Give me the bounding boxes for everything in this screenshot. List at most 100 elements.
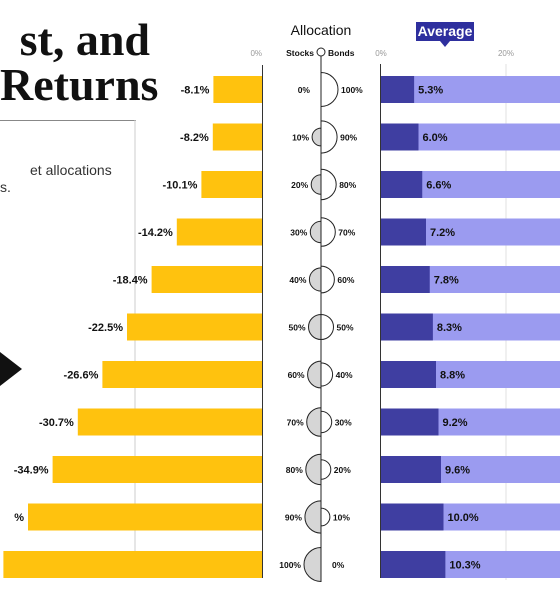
avg-bar bbox=[381, 361, 436, 388]
worst-value-label: -8.1% bbox=[181, 85, 210, 97]
bonds-half-circle bbox=[320, 459, 332, 480]
bonds-percent-label: 70% bbox=[338, 228, 355, 238]
worst-bar bbox=[52, 456, 262, 483]
worst-bar bbox=[151, 266, 262, 293]
stocks-percent-label: 30% bbox=[290, 228, 307, 238]
worst-value-label: -22.5% bbox=[88, 322, 123, 334]
bonds-percent-label: 20% bbox=[334, 465, 351, 475]
bonds-half-circle bbox=[320, 217, 336, 247]
bonds-half-circle bbox=[320, 120, 338, 154]
avg-bar bbox=[381, 313, 433, 341]
avg-bar bbox=[381, 408, 439, 436]
avg-value-label: 6.6% bbox=[426, 180, 451, 192]
worst-value-label: -30.7% bbox=[39, 417, 74, 429]
stocks-label: Stocks bbox=[286, 48, 314, 58]
allocation-title: Allocation bbox=[290, 22, 352, 38]
stocks-percent-label: 20% bbox=[291, 180, 308, 190]
bonds-percent-label: 40% bbox=[336, 370, 353, 380]
worst-bar bbox=[213, 76, 262, 103]
avg-bar bbox=[381, 266, 430, 293]
avg-value-label: 7.2% bbox=[430, 227, 455, 239]
title-divider bbox=[0, 120, 136, 121]
legend-circle-icon bbox=[316, 47, 326, 57]
stocks-percent-label: 50% bbox=[288, 323, 305, 333]
worst-value-label: -18.4% bbox=[113, 275, 148, 287]
stocks-half-circle bbox=[311, 127, 322, 147]
stocks-percent-label: 90% bbox=[285, 513, 302, 523]
bonds-half-circle bbox=[320, 71, 339, 108]
bonds-percent-label: 80% bbox=[339, 180, 356, 190]
worst-value-label: -8.2% bbox=[180, 132, 209, 144]
avg-bar bbox=[381, 218, 426, 246]
subtitle-line-2: s. bbox=[0, 179, 11, 195]
avg-value-label: 9.2% bbox=[443, 417, 468, 429]
avg-bar bbox=[381, 503, 444, 531]
stocks-half-circle bbox=[306, 407, 322, 437]
avg-bar bbox=[381, 171, 423, 198]
bonds-percent-label: 90% bbox=[340, 133, 357, 143]
stocks-percent-label: 10% bbox=[292, 133, 309, 143]
avg-value-label: 8.8% bbox=[440, 370, 465, 382]
avg-value-label: 10.0% bbox=[448, 512, 479, 524]
worst-bar bbox=[212, 123, 262, 151]
avg-value-label: 10.3% bbox=[449, 560, 480, 572]
stocks-percent-label: 100% bbox=[279, 560, 301, 570]
bonds-percent-label: 50% bbox=[337, 323, 354, 333]
bonds-half-circle bbox=[320, 168, 337, 201]
worst-bar bbox=[77, 408, 262, 436]
stocks-half-circle bbox=[310, 174, 322, 195]
bonds-half-circle bbox=[320, 313, 334, 341]
stocks-percent-label: 40% bbox=[289, 275, 306, 285]
worst-bar bbox=[28, 503, 262, 531]
worst-bar bbox=[176, 218, 262, 246]
avg-value-label: 7.8% bbox=[434, 275, 459, 287]
bonds-percent-label: 10% bbox=[333, 513, 350, 523]
stocks-half-circle bbox=[309, 220, 322, 244]
avg-bar bbox=[381, 551, 446, 578]
avg-bar bbox=[381, 456, 441, 483]
stocks-half-circle bbox=[305, 453, 322, 486]
avg-value-label: 8.3% bbox=[437, 322, 462, 334]
avg-value-label: 6.0% bbox=[423, 132, 448, 144]
avg-tick-label: 20% bbox=[498, 49, 514, 58]
worst-value-label: % bbox=[14, 512, 24, 524]
worst-value-label: -10.1% bbox=[163, 180, 198, 192]
stocks-half-circle bbox=[304, 500, 322, 534]
bonds-half-circle bbox=[320, 410, 333, 434]
stocks-half-circle bbox=[307, 360, 322, 389]
page-title-line-2: Returns bbox=[0, 59, 159, 110]
bonds-label: Bonds bbox=[328, 48, 355, 58]
stocks-percent-label: 60% bbox=[288, 370, 305, 380]
stocks-half-circle bbox=[308, 267, 322, 292]
avg-value-label: 9.6% bbox=[445, 465, 470, 477]
worst-value-label: -14.2% bbox=[138, 227, 173, 239]
avg-tick-label: 0% bbox=[375, 49, 387, 58]
bonds-percent-label: 100% bbox=[341, 85, 363, 95]
worst-value-label: -26.6% bbox=[64, 370, 99, 382]
bonds-half-circle bbox=[320, 265, 335, 294]
avg-bar bbox=[381, 76, 415, 103]
subtitle-line-1: et allocations bbox=[30, 162, 112, 178]
stocks-percent-label: 0% bbox=[298, 85, 311, 95]
worst-bar bbox=[3, 551, 263, 578]
stocks-half-circle bbox=[303, 546, 322, 583]
worst-bar bbox=[102, 361, 263, 388]
average-badge: Average bbox=[416, 22, 474, 47]
avg-bar bbox=[381, 123, 419, 151]
bonds-percent-label: 60% bbox=[337, 275, 354, 285]
page-title-line-1: st, and bbox=[19, 14, 150, 65]
stocks-half-circle bbox=[308, 313, 322, 341]
pointer-arrow-icon bbox=[0, 352, 22, 386]
worst-bar bbox=[127, 313, 262, 341]
worst-value-label: -34.9% bbox=[14, 465, 49, 477]
bonds-half-circle bbox=[320, 507, 331, 527]
worst-tick-label: 0% bbox=[250, 49, 262, 58]
stocks-percent-label: 70% bbox=[287, 418, 304, 428]
bonds-percent-label: 30% bbox=[335, 418, 352, 428]
stocks-percent-label: 80% bbox=[286, 465, 303, 475]
bonds-half-circle bbox=[320, 362, 334, 387]
avg-value-label: 5.3% bbox=[418, 85, 443, 97]
bonds-percent-label: 0% bbox=[332, 560, 345, 570]
worst-bar bbox=[201, 171, 262, 198]
